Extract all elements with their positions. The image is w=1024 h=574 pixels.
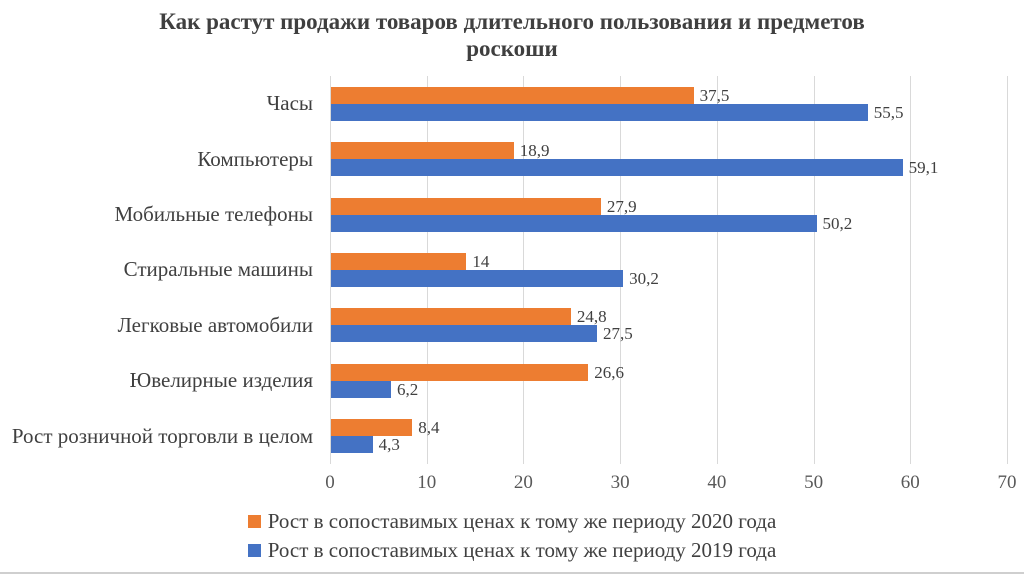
legend-row: Рост в сопоставимых ценах к тому же пери… [0, 507, 1024, 536]
bar-series-0-cat-5 [331, 363, 589, 381]
bar-series-0-cat-3 [331, 253, 467, 270]
value-label: 8,4 [418, 418, 440, 438]
bar-series-1-cat-6 [331, 436, 373, 454]
value-label: 24,8 [576, 307, 607, 327]
legend-row: Рост в сопоставимых ценах к тому же пери… [0, 536, 1024, 565]
value-label: 30,2 [629, 269, 659, 288]
x-tick-label: 40 [707, 472, 727, 493]
legend-swatch-icon [247, 515, 261, 528]
value-label: 18,9 [519, 141, 550, 161]
x-tick-label: 60 [900, 472, 920, 493]
gridline [716, 76, 718, 464]
bar-series-1-cat-1 [331, 159, 903, 177]
value-label: 55,5 [873, 102, 904, 122]
category-label: Легковые автомобили [117, 312, 313, 337]
value-label: 4,3 [378, 435, 400, 455]
x-tick-label: 0 [325, 472, 335, 493]
gridline [813, 76, 815, 464]
value-label: 50,2 [822, 213, 853, 233]
value-label: 27,9 [606, 196, 637, 216]
category-label: Компьютеры [197, 146, 313, 171]
bar-series-1-cat-4 [331, 325, 597, 343]
value-label: 26,6 [594, 362, 624, 382]
value-label: 37,5 [699, 85, 730, 105]
category-label: Мобильные телефоны [114, 202, 313, 227]
bar-series-1-cat-0 [331, 103, 868, 121]
bar-series-1-cat-3 [331, 270, 624, 287]
legend: Рост в сопоставимых ценах к тому же пери… [0, 507, 1024, 565]
legend-swatch-icon [247, 544, 261, 557]
x-tick-label: 70 [997, 472, 1017, 493]
legend-label: Рост в сопоставимых ценах к тому же пери… [267, 538, 777, 562]
chart-title: Как растут продажи товаров длительного п… [159, 9, 865, 62]
value-label: 6,2 [396, 379, 419, 399]
value-label: 14 [472, 252, 490, 271]
bar-series-0-cat-2 [331, 197, 601, 215]
legend-label: Рост в сопоставимых ценах к тому же пери… [267, 509, 777, 533]
gridline [330, 76, 331, 464]
bar-series-0-cat-1 [331, 142, 514, 160]
bar-series-1-cat-2 [331, 214, 817, 232]
value-label: 59,1 [908, 158, 939, 178]
value-label: 27,5 [602, 324, 633, 344]
gridline [910, 76, 912, 464]
category-label: Рост розничной торговли в целом [11, 423, 313, 448]
bar-series-0-cat-6 [331, 419, 413, 437]
x-tick-label: 20 [513, 472, 533, 493]
x-tick-label: 30 [610, 472, 630, 493]
category-label: Часы [266, 91, 313, 116]
plot-area: 37,5 55,5 18,9 59,1 27,9 50,2 14 30,2 24,8 27,5 26… [330, 76, 1008, 464]
bar-series-0-cat-0 [331, 86, 694, 104]
x-tick-label: 50 [804, 472, 824, 493]
gridline [1007, 76, 1008, 464]
x-tick-label: 10 [417, 472, 437, 493]
category-label: Ювелирные изделия [129, 368, 313, 393]
category-label: Стиральные машины [123, 257, 313, 282]
bar-series-0-cat-4 [331, 308, 571, 326]
bar-series-1-cat-5 [331, 380, 391, 398]
